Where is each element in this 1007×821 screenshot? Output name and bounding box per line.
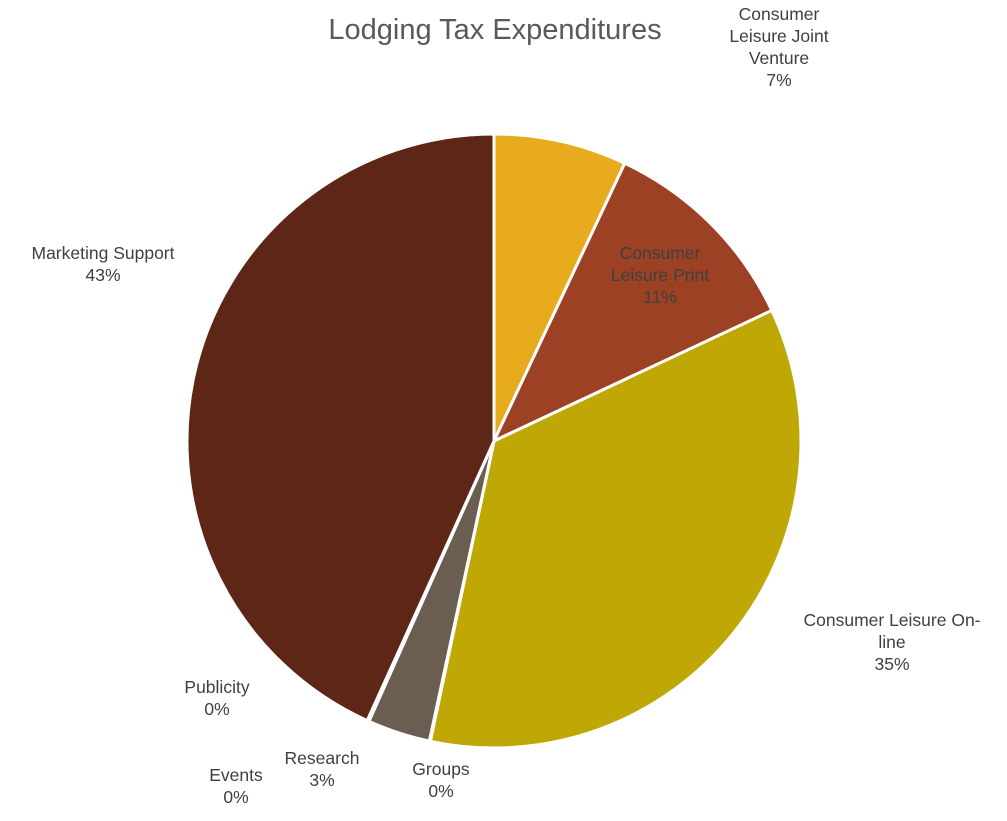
data-label-consumer-leisure-on-line: Consumer Leisure On-line 35% [803,610,980,674]
slice-category-label: Research [285,748,360,768]
data-label-research: Research 3% [285,748,360,790]
slice-percent-label: 0% [223,787,248,807]
slice-percent-label: 35% [874,654,909,674]
data-label-consumer-leisure-joint-venture: Consumer Leisure Joint Venture 7% [729,4,828,90]
slice-percent-label: 0% [428,781,453,801]
pie-slice-consumer-leisure-print [492,161,774,443]
data-label-marketing-support: Marketing Support 43% [32,243,175,285]
data-label-consumer-leisure-print: Consumer Leisure Print 11% [611,243,709,307]
slice-percent-label: 0% [204,699,229,719]
slice-percent-label: 7% [766,70,791,90]
slice-category-label: line [878,632,905,652]
pie-slices [185,132,803,750]
slice-category-label: Publicity [184,677,249,697]
slice-percent-label: 11% [643,287,677,307]
pie-slice-marketing-support [185,132,496,723]
slice-category-label: Leisure Print [611,265,709,285]
slice-category-label: Venture [749,48,809,68]
slice-percent-label: 3% [309,770,334,790]
slice-category-label: Consumer [620,243,701,263]
slice-category-label: Leisure Joint [729,26,828,46]
pie-slice-consumer-leisure-joint-venture [492,132,627,443]
slice-category-label: Consumer Leisure On- [803,610,980,630]
slice-category-label: Groups [412,759,470,779]
slice-category-label: Marketing Support [32,243,175,263]
slice-category-label: Events [209,765,263,785]
data-label-groups: Groups 0% [412,759,470,801]
data-label-publicity: Publicity 0% [184,677,249,719]
pie-labels: Consumer Leisure Joint Venture 7%Consumer Le… [32,4,981,807]
chart-title: Lodging Tax Expenditures [328,14,662,46]
data-label-events: Events 0% [209,765,263,807]
slice-category-label: Consumer [739,4,820,24]
pie-slice-consumer-leisure-on-line [428,308,803,750]
slice-percent-label: 43% [85,265,120,285]
